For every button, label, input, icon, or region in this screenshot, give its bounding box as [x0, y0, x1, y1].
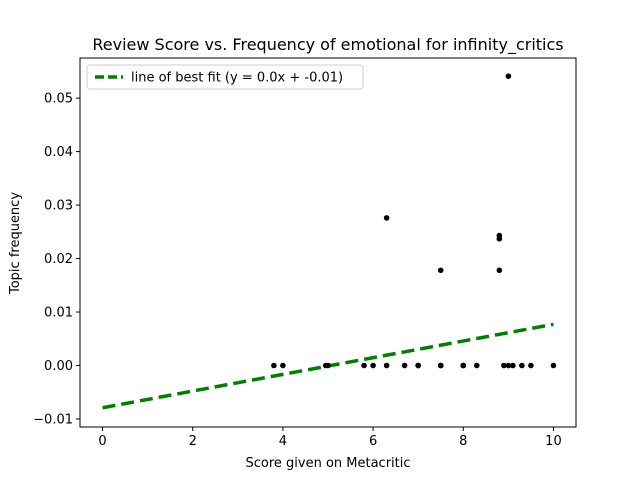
chart-title: Review Score vs. Frequency of emotional …	[92, 35, 563, 55]
x-tick-label: 10	[545, 434, 562, 449]
x-tick-label: 0	[98, 434, 106, 449]
data-point	[519, 362, 525, 369]
y-axis-label: Topic frequency	[8, 192, 23, 295]
data-point	[460, 362, 467, 369]
data-point	[325, 362, 331, 369]
x-tick-label: 2	[189, 434, 197, 449]
legend: line of best fit (y = 0.0x + -0.01)	[86, 64, 364, 90]
data-point	[415, 362, 421, 369]
y-tick-label: 0.00	[44, 359, 73, 374]
y-tick-label: 0.04	[44, 145, 73, 160]
plot-frame	[79, 57, 577, 428]
x-tick-label: 4	[279, 434, 287, 449]
data-point	[271, 362, 277, 369]
data-point	[474, 362, 480, 369]
data-point	[505, 362, 512, 369]
x-tick-label: 6	[369, 434, 377, 449]
data-point	[383, 362, 390, 369]
y-tick-label: −0.01	[33, 412, 73, 427]
x-tick-label: 8	[459, 434, 467, 449]
legend-box	[86, 64, 364, 90]
data-point	[496, 232, 503, 239]
legend-label: line of best fit (y = 0.0x + -0.01)	[131, 71, 343, 86]
x-axis-label: Score given on Metacritic	[245, 456, 410, 471]
y-tick-label: 0.05	[44, 92, 73, 107]
data-point	[501, 362, 507, 369]
y-tick-label: 0.02	[44, 252, 73, 267]
data-point	[370, 362, 376, 369]
data-point	[496, 267, 503, 274]
data-point	[505, 73, 512, 79]
y-tick-label: 0.03	[44, 199, 73, 214]
data-point	[383, 215, 390, 221]
axes: 0 2 4 6 8 10 −0.01 0.00 0.01 0.02 0.03 0.04 0.05	[33, 57, 577, 449]
data-point	[550, 362, 557, 369]
plot-area	[102, 73, 557, 410]
data-point	[510, 362, 516, 369]
data-point	[437, 267, 444, 274]
y-tick-label: 0.01	[44, 306, 73, 321]
data-point	[280, 362, 286, 369]
data-point	[361, 362, 367, 369]
data-point	[401, 362, 408, 369]
data-point	[437, 362, 444, 369]
data-point	[528, 362, 534, 369]
